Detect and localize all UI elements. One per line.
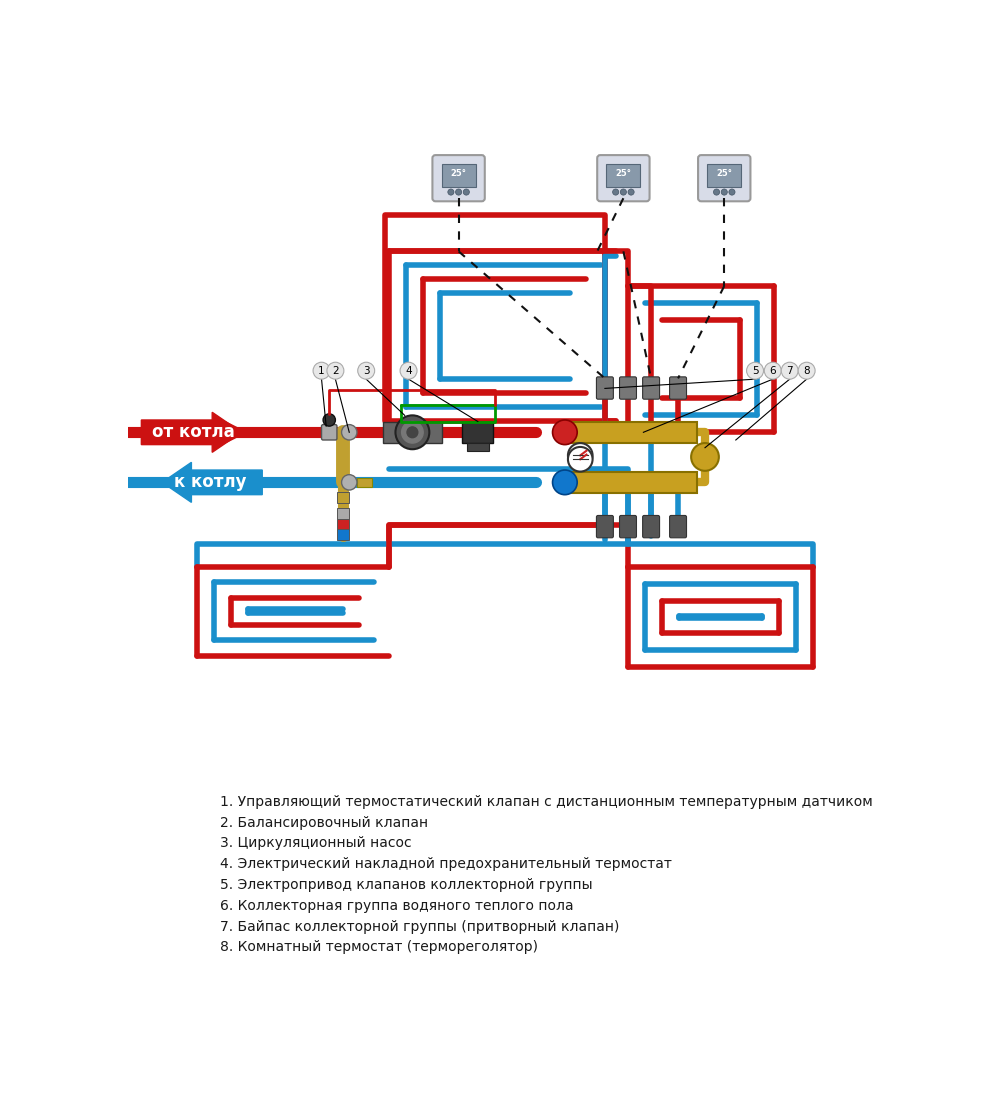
Circle shape: [358, 362, 375, 380]
Text: 6. Коллекторная группа водяного теплого пола: 6. Коллекторная группа водяного теплого …: [220, 899, 574, 913]
Circle shape: [798, 362, 815, 380]
Text: 3. Циркуляционный насос: 3. Циркуляционный насос: [220, 836, 412, 850]
Bar: [566, 421, 697, 443]
Text: 4. Электрический накладной предохранительный термостат: 4. Электрический накладной предохранител…: [220, 857, 672, 871]
Text: 1. Управляющий термостатический клапан с дистанционным температурным датчиком: 1. Управляющий термостатический клапан с…: [220, 795, 873, 808]
FancyBboxPatch shape: [670, 516, 687, 538]
FancyBboxPatch shape: [596, 377, 613, 399]
Circle shape: [729, 189, 735, 195]
FancyBboxPatch shape: [596, 516, 613, 538]
FancyBboxPatch shape: [322, 425, 337, 440]
Circle shape: [342, 475, 357, 491]
Text: к котлу: к котлу: [174, 473, 247, 492]
Circle shape: [747, 362, 764, 380]
FancyBboxPatch shape: [698, 155, 750, 201]
FancyArrow shape: [141, 412, 241, 452]
Text: 7. Байпас коллекторной группы (притворный клапан): 7. Байпас коллекторной группы (притворны…: [220, 920, 619, 934]
Text: 25°: 25°: [451, 169, 467, 178]
Bar: [337, 529, 349, 540]
FancyBboxPatch shape: [643, 516, 660, 538]
Circle shape: [553, 470, 577, 495]
Bar: [442, 164, 476, 187]
Circle shape: [456, 189, 462, 195]
Bar: [357, 477, 372, 487]
Bar: [467, 443, 489, 451]
Text: 5. Электропривод клапанов коллекторной группы: 5. Электропривод клапанов коллекторной г…: [220, 878, 593, 892]
Text: 7: 7: [786, 365, 793, 376]
Circle shape: [400, 362, 417, 380]
FancyBboxPatch shape: [643, 377, 660, 399]
Circle shape: [323, 414, 335, 426]
Text: 6: 6: [769, 365, 776, 376]
Circle shape: [342, 425, 357, 440]
Bar: [337, 519, 349, 530]
Text: 2: 2: [332, 365, 339, 376]
FancyBboxPatch shape: [597, 155, 650, 201]
Circle shape: [764, 362, 781, 380]
Bar: [462, 421, 493, 443]
Circle shape: [613, 189, 619, 195]
Bar: [707, 164, 741, 187]
Text: 1: 1: [318, 365, 325, 376]
Circle shape: [568, 443, 593, 468]
Circle shape: [395, 416, 429, 449]
Bar: [337, 508, 349, 518]
Circle shape: [691, 443, 719, 471]
Circle shape: [620, 189, 626, 195]
Text: от котла: от котла: [152, 424, 234, 441]
Circle shape: [407, 427, 418, 438]
Circle shape: [781, 362, 798, 380]
Text: 25°: 25°: [615, 169, 631, 178]
Bar: [606, 164, 640, 187]
Text: 8: 8: [803, 365, 810, 376]
FancyBboxPatch shape: [620, 377, 636, 399]
Text: 2. Балансировочный клапан: 2. Балансировочный клапан: [220, 816, 428, 829]
Circle shape: [448, 189, 454, 195]
FancyBboxPatch shape: [620, 516, 636, 538]
Circle shape: [568, 447, 593, 472]
Text: 5: 5: [752, 365, 758, 376]
FancyBboxPatch shape: [432, 155, 485, 201]
Text: 4: 4: [405, 365, 412, 376]
Bar: [566, 472, 697, 493]
Bar: [383, 421, 442, 443]
Circle shape: [713, 189, 720, 195]
FancyBboxPatch shape: [670, 377, 687, 399]
Circle shape: [313, 362, 330, 380]
Circle shape: [463, 189, 469, 195]
FancyArrow shape: [162, 462, 262, 503]
Circle shape: [402, 421, 423, 443]
Circle shape: [553, 420, 577, 444]
Text: 25°: 25°: [716, 169, 732, 178]
Text: 3: 3: [363, 365, 370, 376]
Circle shape: [327, 362, 344, 380]
Bar: [337, 493, 349, 503]
Text: 8. Комнатный термостат (термореголятор): 8. Комнатный термостат (термореголятор): [220, 940, 538, 955]
Circle shape: [628, 189, 634, 195]
Circle shape: [721, 189, 727, 195]
